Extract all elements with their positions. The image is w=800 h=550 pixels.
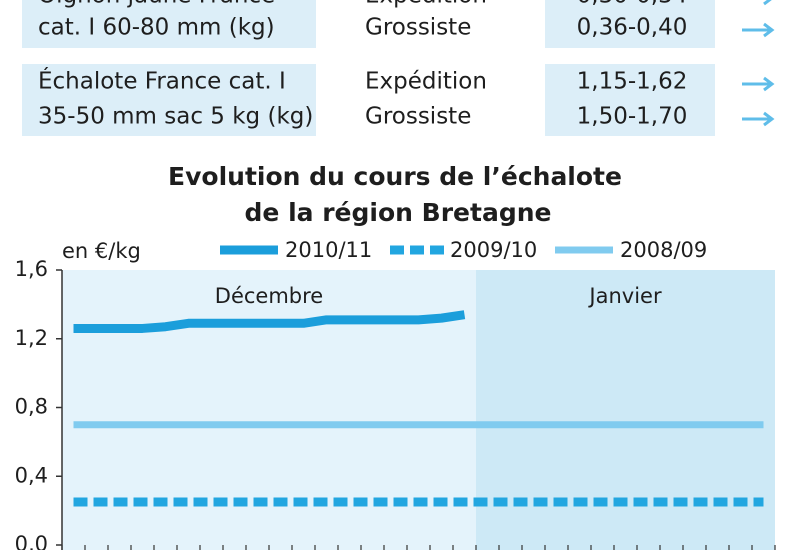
y-axis-label: en €/kg — [62, 239, 141, 263]
trend-arrow — [763, 0, 772, 6]
market-type: Grossiste — [365, 15, 471, 41]
month-band — [62, 270, 476, 550]
cell-bg — [22, 64, 316, 136]
cell-bg — [545, 64, 715, 136]
legend-label: 2010/11 — [285, 238, 372, 262]
series-line — [73, 310, 466, 333]
cell-bg — [545, 0, 715, 48]
market-type: Grossiste — [365, 104, 471, 130]
cell-bg — [22, 0, 316, 48]
y-tick-label: 0,4 — [15, 463, 48, 487]
market-type: Expédition — [365, 69, 487, 95]
product-name: Oignon jaune France — [38, 0, 275, 9]
trend-arrow — [742, 76, 775, 92]
y-tick-label: 1,6 — [15, 257, 48, 281]
price-range: 1,15-1,62 — [577, 69, 688, 95]
price-range: 0,30-0,34 — [577, 0, 688, 9]
legend-label: 2009/10 — [450, 238, 537, 262]
product-name: cat. I 60-80 mm (kg) — [38, 15, 275, 41]
chart-title: de la région Bretagne — [245, 198, 552, 227]
month-band — [476, 270, 775, 550]
chart-title: Evolution du cours de l’échalote — [168, 162, 622, 191]
legend-label: 2008/09 — [620, 238, 707, 262]
price-range: 1,50-1,70 — [577, 104, 688, 130]
y-tick-label: 0,8 — [15, 395, 48, 419]
price-range: 0,36-0,40 — [577, 15, 688, 41]
market-type: Expédition — [365, 0, 487, 9]
product-name: Échalote France cat. I — [38, 67, 286, 95]
product-name: 35-50 mm sac 5 kg (kg) — [38, 104, 313, 130]
month-label: Décembre — [215, 284, 323, 308]
trend-arrow — [742, 111, 775, 127]
y-tick-label: 1,2 — [15, 326, 48, 350]
y-tick-label: 0,0 — [15, 532, 48, 550]
month-label: Janvier — [587, 284, 662, 308]
trend-arrow — [742, 22, 775, 38]
